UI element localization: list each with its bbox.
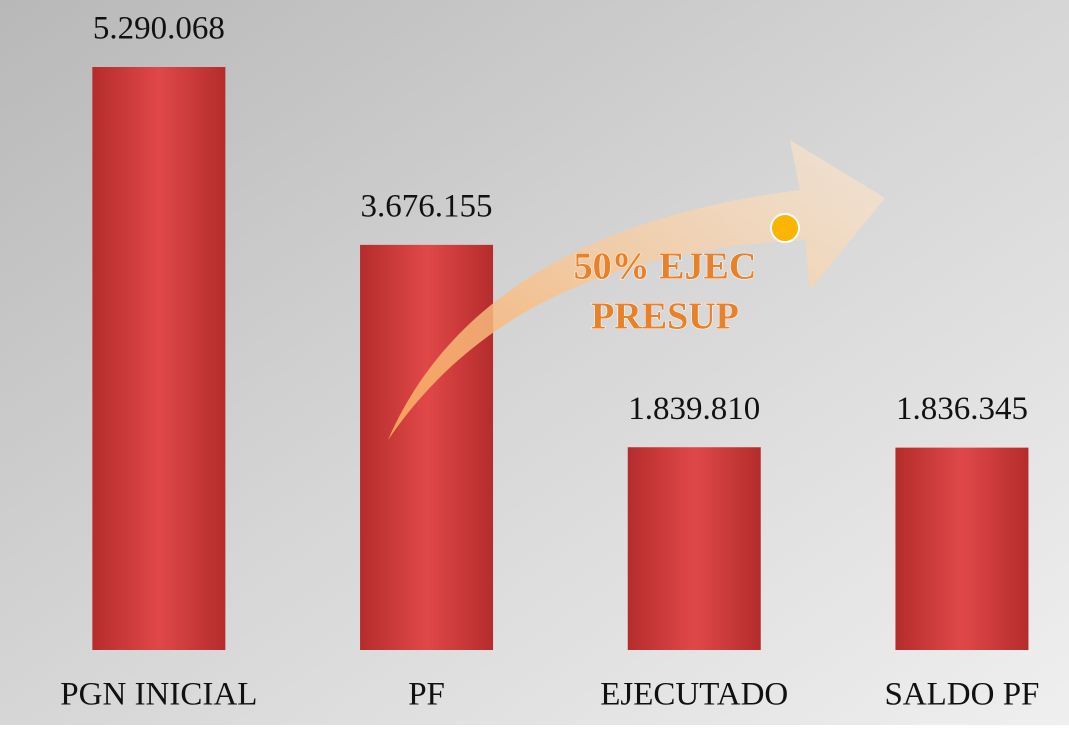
bar xyxy=(360,244,494,650)
bar xyxy=(92,67,226,650)
x-tick-label: PF xyxy=(408,677,445,713)
value-label: 3.676.155 xyxy=(361,188,493,224)
value-label: 5.290.068 xyxy=(93,11,225,47)
bar xyxy=(895,447,1029,650)
bar xyxy=(627,447,761,650)
arrow xyxy=(388,140,885,440)
value-label: 1.839.810 xyxy=(628,391,760,427)
annotation: 50% EJEC xyxy=(574,246,757,288)
x-tick-label: EJECUTADO xyxy=(600,677,788,713)
dot xyxy=(770,213,800,243)
annotation: PRESUP xyxy=(591,296,739,338)
value-label: 1.836.345 xyxy=(896,391,1028,427)
x-tick-label: SALDO PF xyxy=(884,677,1039,713)
x-tick-label: PGN INICIAL xyxy=(60,677,257,713)
